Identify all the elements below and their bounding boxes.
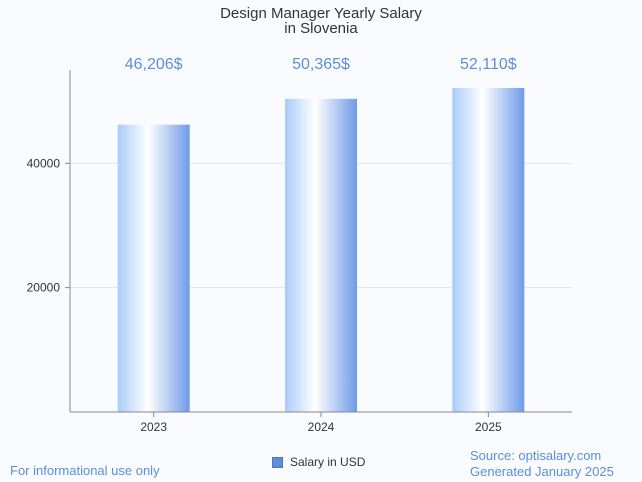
- x-tick-label-2025: 2025: [475, 420, 502, 434]
- data-label-2023: 46,206$: [125, 56, 183, 73]
- chart-title-line-1: Design Manager Yearly Salary: [220, 5, 422, 22]
- bar-2025: [452, 87, 525, 412]
- chart-title-line-2: in Slovenia: [284, 20, 358, 37]
- labels: 20000 40000 46,206$ 2023 50,365$ 2024 52,110$ 2…: [27, 56, 517, 434]
- x-tick-label-2023: 2023: [140, 420, 167, 434]
- legend-label: Salary in USD: [290, 455, 366, 469]
- footer-note: For informational use only: [10, 463, 160, 478]
- legend: Salary in USD: [272, 455, 365, 469]
- footer-source: Source: optisalary.com: [470, 448, 602, 463]
- axes: [69, 70, 572, 413]
- bars: [117, 87, 525, 413]
- footer-source-block: Source: optisalary.com Generated January…: [470, 448, 614, 480]
- y-tick-label: 20000: [27, 281, 61, 295]
- bar-2023: [117, 124, 190, 413]
- footer-generated: Generated January 2025: [470, 464, 614, 479]
- bar-2024: [285, 98, 357, 412]
- data-label-2024: 50,365$: [292, 56, 350, 73]
- data-label-2025: 52,110$: [460, 56, 517, 73]
- x-tick-label-2024: 2024: [308, 420, 335, 434]
- y-tick-label: 40000: [27, 156, 61, 170]
- legend-swatch: [272, 456, 283, 468]
